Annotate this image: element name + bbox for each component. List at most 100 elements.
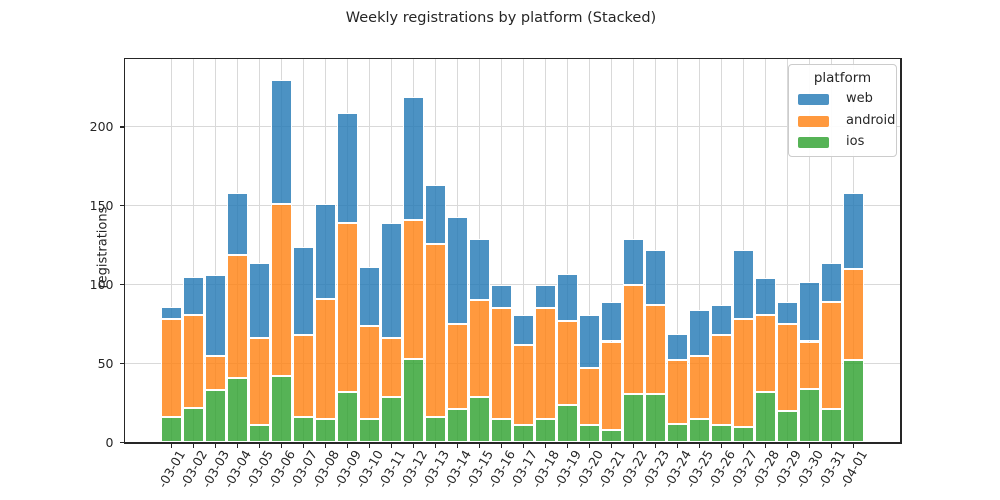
bar-segment-android [689, 355, 711, 419]
bar-segment-ios [689, 418, 711, 443]
bar-segment-android [381, 338, 403, 397]
bar-segment-web [667, 333, 689, 361]
gridline-v [369, 59, 371, 442]
bar-segment-web [205, 275, 227, 356]
gridline-v [765, 59, 767, 442]
bar-segment-web [249, 262, 271, 339]
legend-title: platform [813, 70, 872, 86]
legend-item-label: android [846, 112, 896, 128]
legend-item-web: web [798, 92, 890, 106]
right-spine [900, 57, 902, 444]
x-tick [721, 443, 723, 448]
bar-segment-ios [425, 417, 447, 443]
bar-segment-android [293, 335, 315, 418]
x-tick [413, 443, 415, 448]
y-tick [119, 284, 124, 286]
x-tick [567, 443, 569, 448]
x-tick [589, 443, 591, 448]
gridline-v [215, 59, 217, 442]
y-tick-label: 100 [89, 276, 114, 292]
gridline-v [787, 59, 789, 442]
x-tick [787, 443, 789, 448]
bar-segment-android [447, 324, 469, 410]
bar-segment-android [359, 325, 381, 419]
bar-segment-web [601, 302, 623, 342]
bar-segment-ios [579, 425, 601, 443]
bar-segment-android [755, 314, 777, 392]
gridline-v [567, 59, 569, 442]
x-tick [457, 443, 459, 448]
legend-item-label: ios [846, 134, 865, 149]
bar-segment-ios [161, 417, 183, 443]
bar-segment-android [601, 341, 623, 430]
x-tick [501, 443, 503, 448]
bar-segment-ios [645, 393, 667, 443]
android-swatch [798, 115, 829, 127]
bar-segment-android [535, 308, 557, 419]
bar-segment-android [337, 223, 359, 392]
bar-segment-ios [249, 425, 271, 443]
bar-segment-android [777, 324, 799, 411]
bar-segment-android [469, 300, 491, 397]
bar-segment-web [689, 309, 711, 356]
bar-segment-web [337, 112, 359, 224]
web-swatch [798, 94, 829, 105]
gridline-v [523, 59, 525, 442]
y-tick-label: 200 [89, 118, 114, 134]
bar-segment-web [381, 223, 403, 339]
bar-segment-web [843, 193, 865, 269]
bar-segment-web [161, 306, 183, 320]
bar-segment-ios [315, 418, 337, 443]
bar-segment-ios [755, 392, 777, 443]
bar-segment-android [249, 338, 271, 426]
x-tick [545, 443, 547, 448]
legend-item-label: web [846, 91, 873, 106]
bar-segment-web [579, 314, 601, 369]
bar-segment-web [711, 305, 733, 336]
gridline-v [501, 59, 503, 442]
bar-segment-ios [843, 360, 865, 443]
bar-segment-ios [381, 396, 403, 443]
x-tick [391, 443, 393, 448]
bar-segment-web [733, 249, 755, 320]
bar-segment-web [535, 284, 557, 309]
x-tick [831, 443, 833, 448]
bar-segment-ios [777, 410, 799, 443]
gridline-v [831, 59, 833, 442]
bar-segment-ios [337, 392, 359, 443]
x-tick [435, 443, 437, 448]
gridline-v [611, 59, 613, 442]
x-tick [215, 443, 217, 448]
bar-segment-android [491, 308, 513, 419]
bar-segment-ios [359, 418, 381, 443]
legend-item-ios: ios [798, 135, 890, 149]
gridline-h [125, 126, 900, 128]
gridline-v [699, 59, 701, 442]
bar-segment-web [513, 314, 535, 345]
bar-segment-web [447, 216, 469, 325]
y-tick-label: 50 [97, 355, 114, 371]
legend: platform web android ios [788, 64, 897, 157]
bar-segment-ios [447, 409, 469, 443]
bar-segment-ios [733, 426, 755, 443]
bar-segment-ios [667, 423, 689, 443]
x-tick [809, 443, 811, 448]
x-tick [303, 443, 305, 448]
x-tick [611, 443, 613, 448]
bar-segment-ios [799, 388, 821, 443]
bar-segment-web [821, 262, 843, 303]
bar-segment-ios [491, 418, 513, 443]
bar-segment-ios [513, 425, 535, 443]
bar-segment-ios [227, 377, 249, 443]
bar-segment-ios [711, 425, 733, 443]
gridline-v [809, 59, 811, 442]
bar-segment-android [513, 344, 535, 426]
chart-title: Weekly registrations by platform (Stacke… [345, 10, 657, 26]
x-tick [633, 443, 635, 448]
bar-segment-android [183, 314, 205, 408]
bar-segment-web [183, 276, 205, 315]
bar-segment-android [821, 302, 843, 410]
bar-segment-web [359, 267, 381, 326]
bar-segment-android [205, 355, 227, 391]
gridline-h [125, 284, 900, 286]
